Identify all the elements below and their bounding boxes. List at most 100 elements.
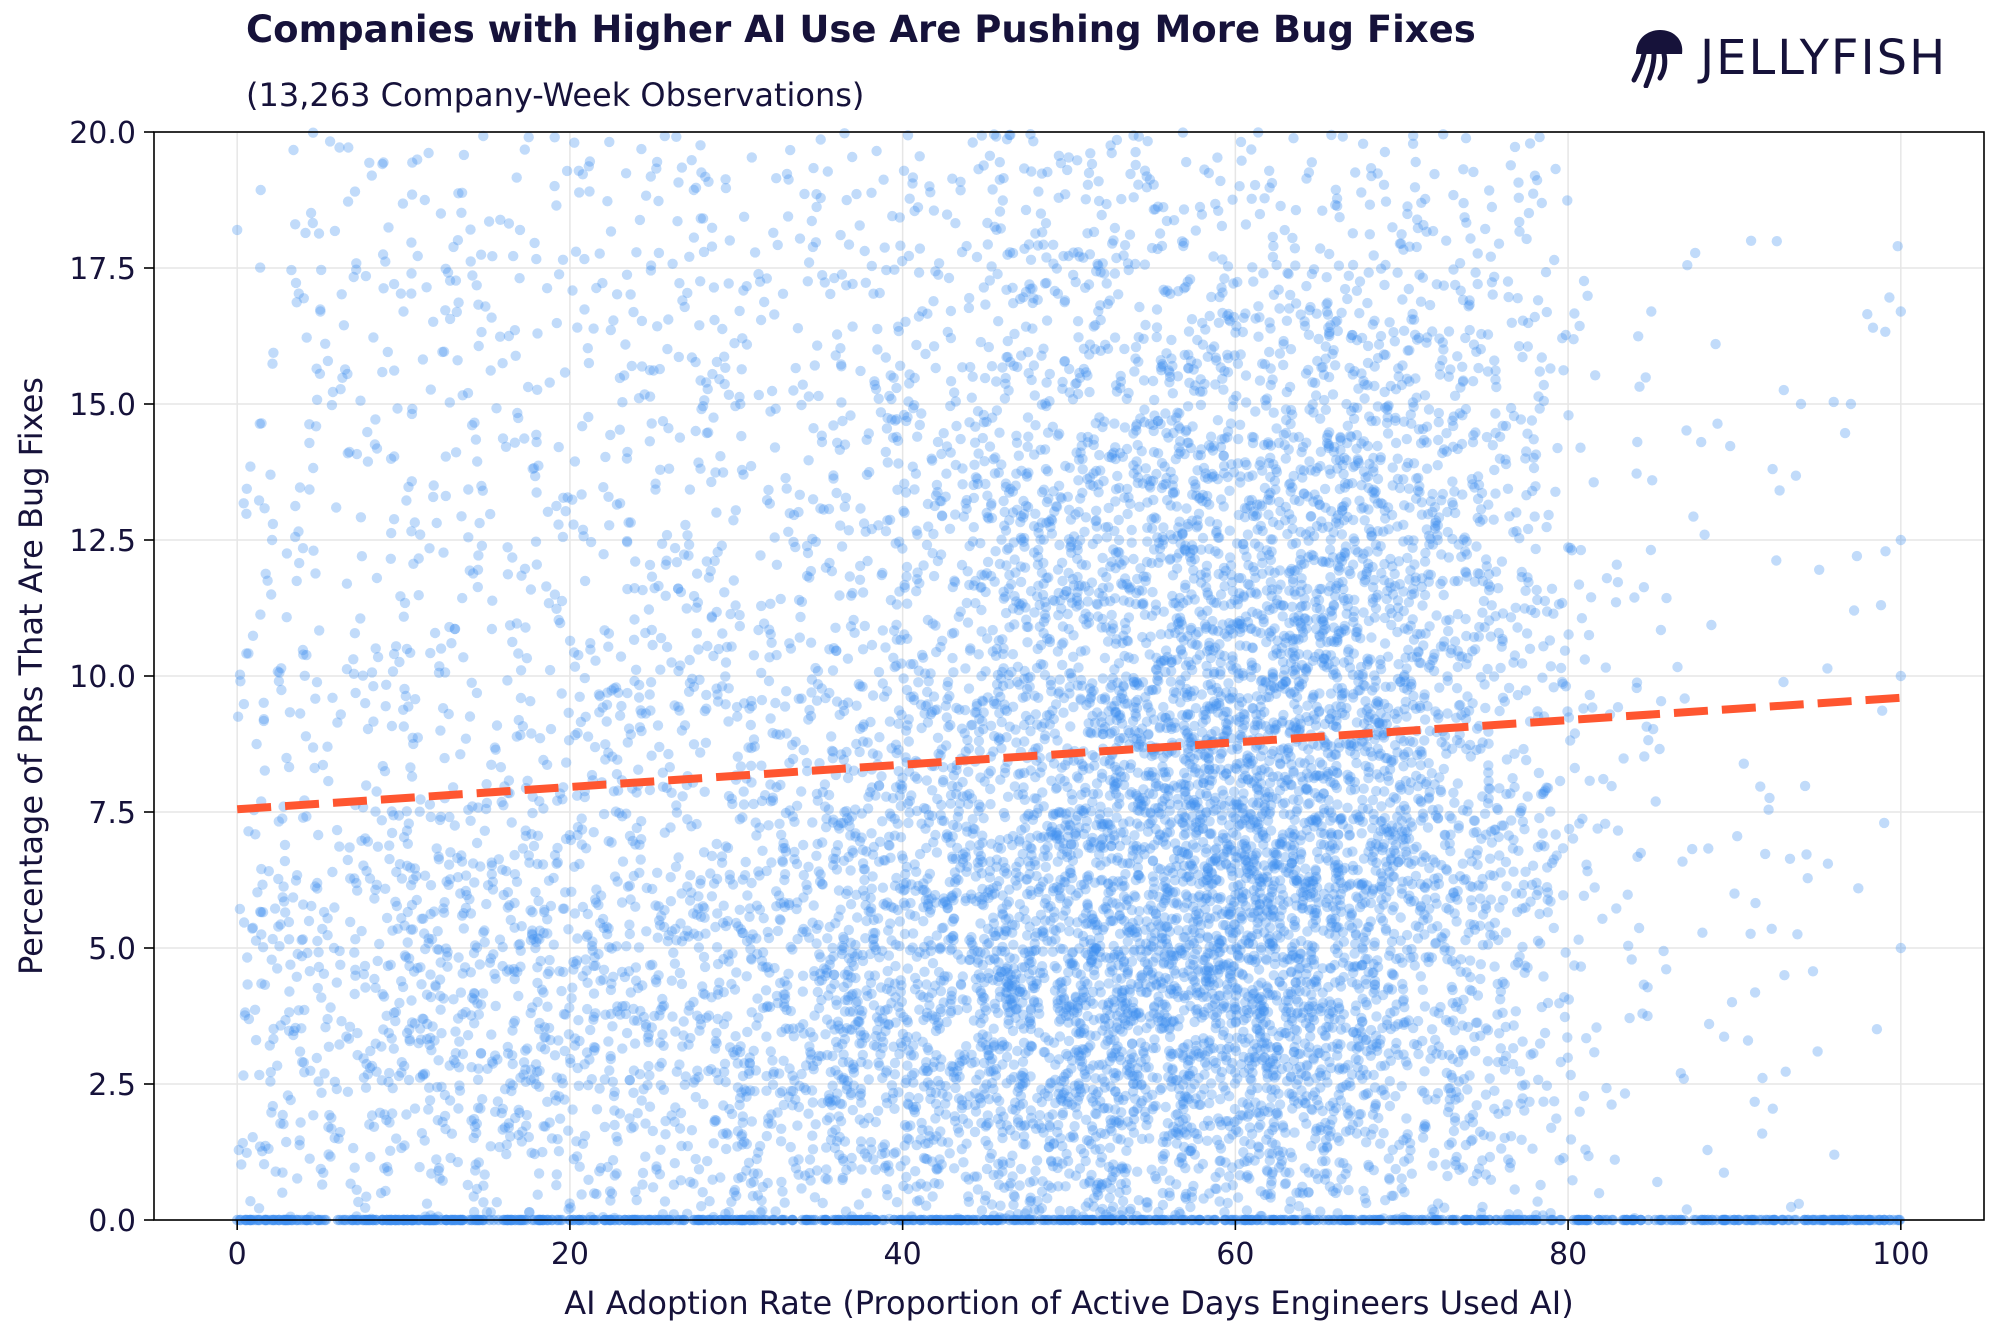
scatter-point: [730, 505, 741, 516]
scatter-point: [611, 289, 623, 300]
scatter-point: [915, 1178, 926, 1190]
scatter-point: [435, 643, 447, 654]
scatter-point: [1124, 229, 1136, 240]
scatter-point: [797, 970, 809, 981]
scatter-point: [653, 970, 664, 981]
scatter-point: [676, 936, 688, 947]
scatter-point: [707, 368, 718, 380]
scatter-point: [1278, 808, 1290, 820]
scatter-point: [1398, 994, 1410, 1005]
scatter-point: [1059, 355, 1071, 367]
scatter-point: [1447, 1015, 1459, 1026]
scatter-point: [1362, 659, 1373, 670]
scatter-point: [1023, 239, 1035, 250]
scatter-point: [937, 510, 948, 522]
scatter-point: [1542, 894, 1553, 905]
scatter-point: [884, 716, 896, 727]
scatter-point: [1550, 163, 1561, 175]
scatter-point: [843, 239, 855, 250]
scatter-point: [1509, 141, 1521, 153]
scatter-point: [593, 899, 604, 911]
scatter-point: [1453, 1092, 1465, 1103]
scatter-point: [1109, 222, 1121, 234]
scatter-point: [478, 1180, 489, 1191]
scatter-point: [1036, 487, 1048, 498]
scatter-point: [679, 301, 690, 313]
scatter-point: [1558, 1152, 1569, 1164]
scatter-point: [706, 476, 717, 488]
scatter-point: [1351, 717, 1363, 728]
scatter-point: [272, 963, 283, 974]
scatter-point: [1417, 1132, 1429, 1143]
scatter-point: [872, 750, 883, 761]
scatter-point: [1409, 960, 1421, 971]
scatter-point: [298, 649, 309, 660]
scatter-point: [1537, 1210, 1549, 1221]
scatter-point: [585, 638, 596, 649]
scatter-point: [1514, 216, 1525, 228]
scatter-point: [1297, 441, 1309, 453]
scatter-point: [764, 624, 775, 635]
scatter-point: [855, 503, 866, 514]
scatter-point: [788, 509, 800, 521]
scatter-point: [683, 931, 694, 942]
scatter-point: [428, 491, 439, 503]
scatter-point: [1429, 168, 1440, 180]
scatter-point: [1044, 636, 1056, 648]
scatter-point: [304, 437, 315, 449]
scatter-point: [1484, 185, 1495, 196]
scatter-point: [1467, 1117, 1479, 1128]
scatter-point: [342, 196, 354, 207]
scatter-point: [1072, 155, 1083, 166]
scatter-point: [1212, 152, 1223, 163]
scatter-point: [1040, 861, 1052, 873]
scatter-point: [636, 315, 648, 327]
scatter-point: [1199, 1069, 1210, 1080]
brand-name: JELLYFISH: [1700, 30, 1948, 86]
scatter-point: [1157, 1154, 1169, 1165]
scatter-point: [565, 834, 577, 846]
scatter-point: [867, 690, 879, 701]
scatter-points: [232, 127, 1907, 1226]
scatter-point: [850, 997, 862, 1008]
scatter-point: [573, 649, 584, 661]
scatter-point: [1073, 454, 1085, 465]
scatter-point: [810, 237, 822, 248]
scatter-point: [918, 652, 929, 663]
scatter-point: [1411, 241, 1422, 253]
scatter-point: [281, 612, 292, 623]
scatter-point: [1121, 393, 1133, 404]
scatter-point: [494, 331, 506, 342]
scatter-point: [1492, 1009, 1503, 1020]
scatter-point: [522, 1043, 533, 1054]
scatter-point: [376, 1041, 387, 1052]
scatter-point: [657, 767, 668, 778]
scatter-point: [584, 156, 596, 167]
scatter-point: [1265, 363, 1276, 374]
scatter-point: [1542, 997, 1554, 1009]
scatter-point: [898, 165, 910, 176]
scatter-point: [456, 511, 467, 522]
scatter-point: [857, 844, 868, 856]
scatter-point: [1444, 1101, 1455, 1113]
scatter-point: [380, 256, 391, 267]
scatter-point: [576, 489, 587, 500]
scatter-point: [1445, 364, 1456, 375]
scatter-point: [388, 648, 400, 660]
scatter-point: [1190, 482, 1201, 493]
scatter-point: [1229, 1042, 1241, 1053]
scatter-point: [806, 215, 817, 227]
scatter-point: [1496, 1143, 1507, 1154]
scatter-point: [1425, 1053, 1436, 1064]
scatter-point: [942, 676, 954, 688]
scatter-point: [241, 508, 252, 519]
scatter-point: [1255, 1186, 1267, 1197]
scatter-point: [597, 277, 608, 289]
scatter-point: [256, 863, 267, 875]
scatter-point: [1427, 854, 1439, 865]
scatter-point: [948, 930, 959, 942]
scatter-point: [254, 418, 265, 429]
scatter-point: [1520, 585, 1531, 596]
scatter-point: [1550, 829, 1561, 840]
